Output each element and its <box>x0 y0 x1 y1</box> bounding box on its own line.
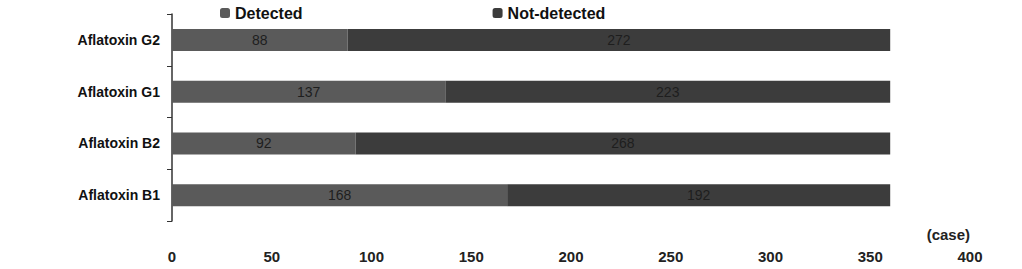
svg-text:88: 88 <box>252 32 268 48</box>
svg-text:200: 200 <box>558 248 583 265</box>
svg-text:192: 192 <box>687 187 711 203</box>
svg-text:Not-detected: Not-detected <box>508 5 606 22</box>
svg-text:150: 150 <box>459 248 484 265</box>
svg-text:0: 0 <box>168 248 176 265</box>
svg-text:50: 50 <box>263 248 280 265</box>
svg-text:Aflatoxin G1: Aflatoxin G1 <box>78 84 161 100</box>
svg-text:250: 250 <box>658 248 683 265</box>
svg-text:168: 168 <box>328 187 352 203</box>
svg-text:268: 268 <box>611 135 635 151</box>
svg-text:Aflatoxin B1: Aflatoxin B1 <box>78 187 160 203</box>
svg-text:100: 100 <box>359 248 384 265</box>
svg-text:Aflatoxin B2: Aflatoxin B2 <box>78 135 160 151</box>
svg-text:(case): (case) <box>927 226 970 243</box>
svg-text:272: 272 <box>607 32 631 48</box>
svg-text:400: 400 <box>957 248 982 265</box>
svg-text:350: 350 <box>858 248 883 265</box>
svg-text:Aflatoxin G2: Aflatoxin G2 <box>78 32 161 48</box>
svg-text:223: 223 <box>656 84 680 100</box>
svg-text:300: 300 <box>758 248 783 265</box>
svg-text:92: 92 <box>256 135 272 151</box>
svg-text:Detected: Detected <box>235 5 303 22</box>
svg-text:137: 137 <box>297 84 321 100</box>
